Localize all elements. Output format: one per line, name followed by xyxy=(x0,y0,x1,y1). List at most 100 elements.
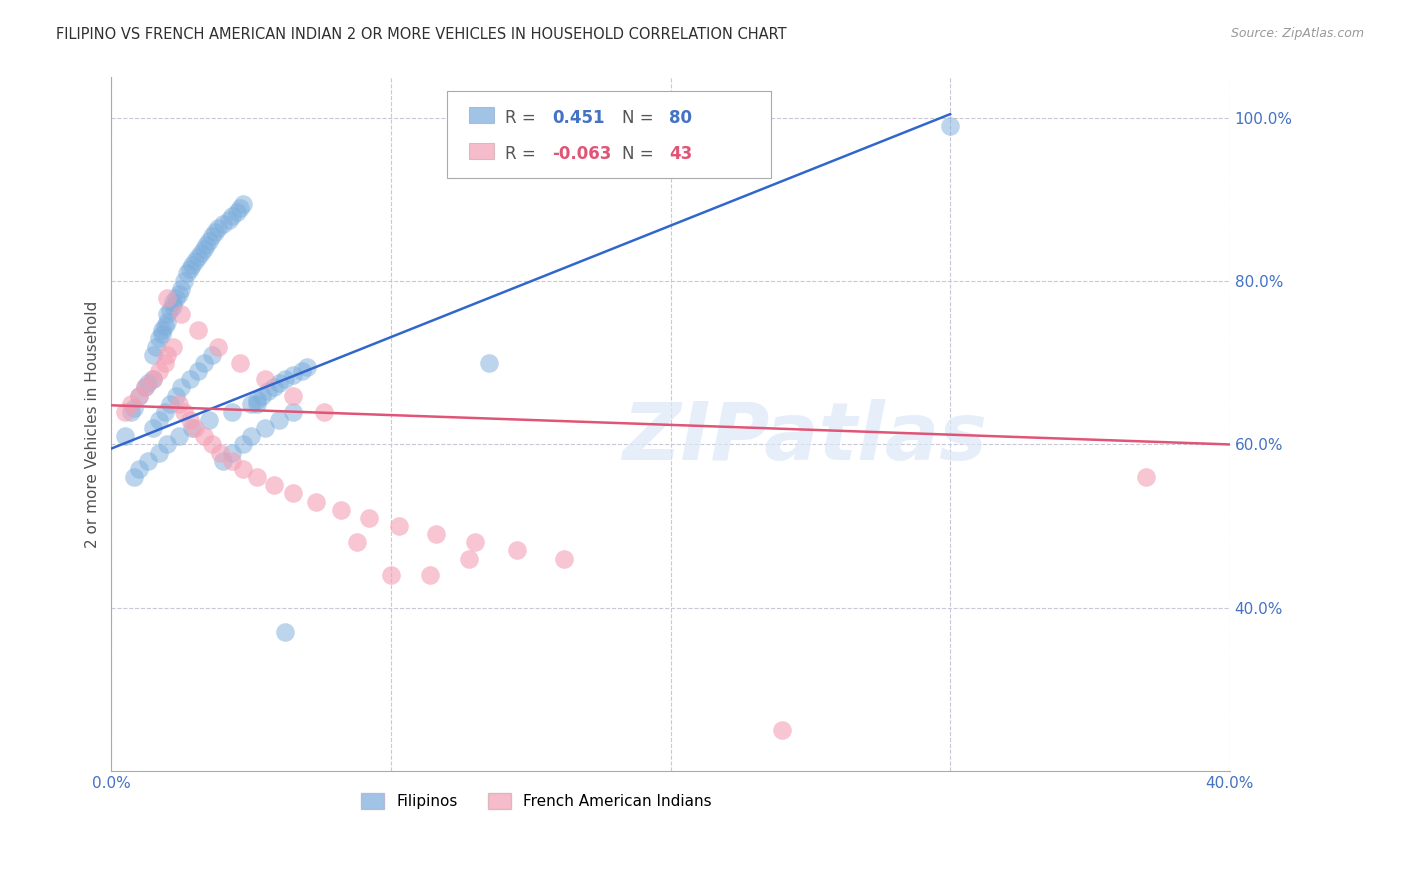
Point xyxy=(156,437,179,451)
Point xyxy=(290,364,312,378)
Point xyxy=(148,445,170,459)
Point xyxy=(162,294,184,309)
Point xyxy=(170,307,193,321)
Point xyxy=(181,421,204,435)
Text: ZIPatlas: ZIPatlas xyxy=(623,399,987,477)
Point xyxy=(153,405,176,419)
Point xyxy=(142,372,165,386)
Point xyxy=(269,376,291,391)
Point xyxy=(195,237,218,252)
Point xyxy=(246,392,269,407)
Point xyxy=(122,470,145,484)
Point xyxy=(295,359,318,374)
Point xyxy=(229,201,252,215)
Point xyxy=(193,242,215,256)
Point xyxy=(281,405,304,419)
Point xyxy=(193,429,215,443)
Point xyxy=(346,535,368,549)
Point xyxy=(153,356,176,370)
Point xyxy=(128,388,150,402)
Point xyxy=(257,384,280,399)
Point xyxy=(150,327,173,342)
Point xyxy=(114,405,136,419)
Point xyxy=(263,380,285,394)
Point xyxy=(419,568,441,582)
Point xyxy=(148,364,170,378)
Text: R =: R = xyxy=(505,110,541,128)
Point xyxy=(458,551,481,566)
Point xyxy=(221,445,243,459)
FancyBboxPatch shape xyxy=(447,91,772,178)
Point xyxy=(221,209,243,223)
Point xyxy=(254,421,277,435)
Point xyxy=(274,372,297,386)
Point xyxy=(263,478,285,492)
Point xyxy=(136,454,159,468)
Point xyxy=(156,291,179,305)
Point xyxy=(221,405,243,419)
Text: Source: ZipAtlas.com: Source: ZipAtlas.com xyxy=(1230,27,1364,40)
Point xyxy=(201,348,224,362)
Text: 0.451: 0.451 xyxy=(553,110,605,128)
FancyBboxPatch shape xyxy=(470,107,494,122)
Point xyxy=(198,234,221,248)
Point xyxy=(212,454,235,468)
Point xyxy=(201,437,224,451)
Point xyxy=(142,348,165,362)
Point xyxy=(229,356,252,370)
Point xyxy=(170,283,193,297)
Point xyxy=(114,429,136,443)
Point xyxy=(425,527,447,541)
Text: N =: N = xyxy=(623,145,659,163)
Point xyxy=(190,245,212,260)
Point xyxy=(478,356,501,370)
Point xyxy=(304,494,326,508)
FancyBboxPatch shape xyxy=(470,144,494,159)
Point xyxy=(252,388,274,402)
Point xyxy=(232,462,254,476)
Point xyxy=(218,213,240,227)
Point xyxy=(240,429,263,443)
Point xyxy=(184,254,207,268)
Point xyxy=(193,356,215,370)
Point xyxy=(128,388,150,402)
Point xyxy=(204,226,226,240)
Point xyxy=(120,405,142,419)
Point xyxy=(167,286,190,301)
Point xyxy=(198,413,221,427)
Point xyxy=(145,340,167,354)
Point xyxy=(207,340,229,354)
Point xyxy=(156,348,179,362)
Point xyxy=(153,319,176,334)
Point xyxy=(221,454,243,468)
Point xyxy=(357,511,380,525)
Point xyxy=(187,364,209,378)
Point xyxy=(187,323,209,337)
Point xyxy=(142,421,165,435)
Point xyxy=(553,551,575,566)
Text: R =: R = xyxy=(505,145,541,163)
Point xyxy=(246,397,269,411)
Point xyxy=(167,429,190,443)
Point xyxy=(281,388,304,402)
Point xyxy=(120,397,142,411)
Point xyxy=(176,266,198,280)
Point xyxy=(226,205,249,219)
Point xyxy=(380,568,402,582)
Point xyxy=(209,445,232,459)
Point xyxy=(329,502,352,516)
Point xyxy=(179,262,201,277)
Point xyxy=(165,291,187,305)
Point xyxy=(187,250,209,264)
Point xyxy=(128,462,150,476)
Point xyxy=(179,372,201,386)
Text: 43: 43 xyxy=(669,145,693,163)
Point xyxy=(312,405,335,419)
Point xyxy=(181,258,204,272)
Point xyxy=(148,413,170,427)
Point xyxy=(212,217,235,231)
Point xyxy=(274,625,297,640)
Point xyxy=(506,543,529,558)
Point xyxy=(167,397,190,411)
Point xyxy=(148,331,170,345)
